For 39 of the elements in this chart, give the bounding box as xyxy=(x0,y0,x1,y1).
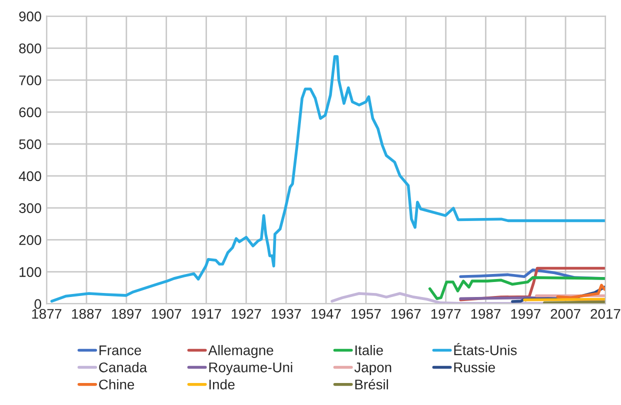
y-tick-label: 600 xyxy=(19,107,42,118)
line-series xyxy=(50,55,606,303)
line-series xyxy=(428,276,606,300)
x-tick-label: 1947 xyxy=(312,308,341,319)
x-tick-label: 2007 xyxy=(550,308,580,319)
x-tick-label: 1887 xyxy=(72,308,102,319)
y-tick-label: 500 xyxy=(19,139,42,150)
x-tick-label: 1897 xyxy=(112,308,142,319)
y-tick-label: 300 xyxy=(19,203,42,214)
legend-label: Brésil xyxy=(355,379,388,390)
x-tick-label: 1937 xyxy=(272,308,301,319)
x-tick-label: 2017 xyxy=(590,308,620,319)
legend-label: Allemagne xyxy=(208,345,274,358)
x-tick-label: 1917 xyxy=(192,308,222,319)
y-tick-label: 100 xyxy=(20,267,42,277)
legend-label: Italie xyxy=(355,345,383,356)
x-tick-label: 1907 xyxy=(152,308,182,319)
x-tick-label: 1967 xyxy=(391,308,421,319)
legend-label: Russie xyxy=(454,362,495,372)
y-tick-label: 900 xyxy=(19,12,42,22)
y-tick-label: 400 xyxy=(18,171,42,182)
x-tick-label: 1957 xyxy=(352,308,381,319)
y-tick-label: 0 xyxy=(34,299,42,309)
y-tick-label: 700 xyxy=(19,75,42,86)
legend-label: Inde xyxy=(209,379,235,390)
x-tick-label: 1987 xyxy=(471,308,500,319)
x-tick-label: 1877 xyxy=(32,308,62,319)
legend-label: Royaume-Uni xyxy=(209,362,292,376)
legend-label: États-Unis xyxy=(454,343,517,356)
legend-label: France xyxy=(100,346,142,356)
line-series xyxy=(556,284,606,300)
legend-label: Canada xyxy=(99,362,148,372)
x-tick-label: 1977 xyxy=(431,308,461,319)
x-tick-label: 1997 xyxy=(511,308,540,319)
legend-label: Chine xyxy=(99,379,134,390)
y-tick-label: 200 xyxy=(19,235,42,246)
legend-label: Japon xyxy=(354,362,392,376)
y-tick-label: 800 xyxy=(19,43,42,54)
x-tick-label: 1927 xyxy=(232,308,261,319)
